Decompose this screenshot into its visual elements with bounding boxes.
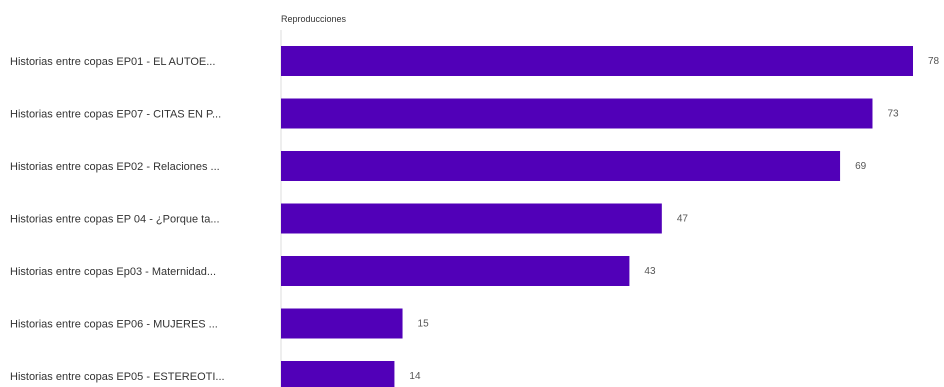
data-label: 73 — [887, 109, 899, 120]
category-label: Historias entre copas EP07 - CITAS EN P.… — [10, 109, 221, 121]
bar[interactable] — [281, 308, 403, 339]
data-label: 47 — [677, 214, 689, 225]
bar[interactable] — [281, 151, 841, 181]
data-label: 43 — [644, 266, 656, 277]
data-label: 69 — [855, 161, 867, 172]
data-label: 78 — [928, 56, 940, 67]
bar[interactable] — [281, 256, 630, 286]
bar[interactable] — [281, 46, 913, 76]
bar[interactable] — [281, 361, 395, 387]
bar[interactable] — [281, 203, 662, 234]
category-label: Historias entre copas EP02 - Relaciones … — [10, 161, 220, 173]
category-label: Historias entre copas Ep03 - Maternidad.… — [10, 266, 216, 278]
data-label: 15 — [418, 319, 430, 330]
axis-title: Reproducciones — [281, 14, 347, 24]
category-label: Historias entre copas EP 04 - ¿Porque ta… — [10, 214, 220, 226]
data-label: 14 — [409, 371, 421, 382]
bar[interactable] — [281, 98, 873, 129]
category-label: Historias entre copas EP01 - EL AUTOE... — [10, 56, 215, 68]
category-label: Historias entre copas EP05 - ESTEREOTI..… — [10, 371, 225, 383]
category-label: Historias entre copas EP06 - MUJERES ... — [10, 319, 218, 331]
